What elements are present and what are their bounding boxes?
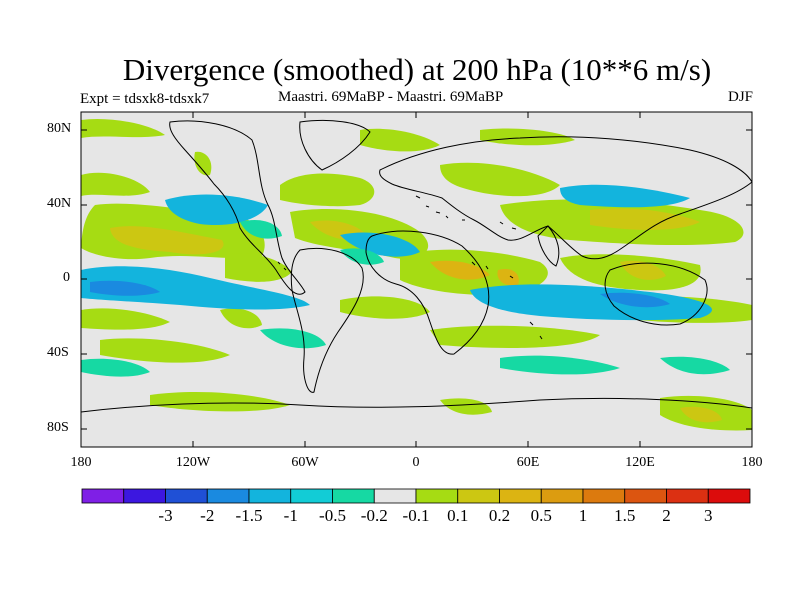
contour-fill [680, 406, 722, 423]
contour-fill [590, 208, 700, 230]
contour-fill [440, 398, 492, 415]
contour-fill [81, 308, 170, 330]
lat-label-80n: 80N [47, 121, 72, 136]
colorbar-box [373, 488, 417, 504]
colorbar-box [81, 488, 125, 504]
lon-label-60e: 60E [516, 455, 540, 470]
contour-fill [280, 173, 375, 207]
colorbar-box [165, 488, 208, 504]
coastline-islands [277, 195, 543, 340]
colorbar-label: 3 [704, 506, 713, 525]
divergence-contours [81, 118, 752, 431]
lat-label-80s: 80S [47, 420, 69, 435]
contour-fill [620, 260, 666, 280]
contour-fill [81, 358, 150, 377]
contour-fill [600, 292, 670, 308]
contour-fill [340, 296, 430, 319]
season-label: DJF [727, 89, 753, 105]
contour-fill [220, 308, 262, 329]
coastline-greenland [299, 119, 371, 171]
colorbar-label: -1.5 [235, 506, 263, 525]
lat-label-40s: 40S [47, 345, 69, 360]
contour-fill [480, 128, 575, 146]
contour-fill [340, 248, 384, 265]
contour-fill [500, 355, 620, 375]
colorbar-box [666, 488, 709, 504]
contour-fill [150, 391, 290, 412]
contour-fill [360, 128, 440, 152]
colorbar-label: -0.2 [360, 506, 388, 525]
contour-fill [470, 284, 712, 321]
colorbar-box [707, 488, 751, 504]
colorbar-label: 0.2 [488, 506, 511, 525]
colorbar-box [248, 488, 292, 504]
contour-fill [165, 194, 268, 226]
lon-label-120e: 120E [625, 455, 655, 470]
coastline-north-america [169, 120, 306, 295]
lon-label-0: 0 [412, 455, 420, 470]
contour-fill [81, 172, 150, 196]
contour-fill [81, 266, 310, 310]
axis-ticks [81, 112, 752, 447]
contour-fill [100, 338, 230, 363]
map-title: Divergence (smoothed) at 200 hPa (10**6 … [122, 52, 712, 87]
colorbar-box [206, 488, 250, 504]
colorbar-box [332, 488, 375, 504]
lat-label-40n: 40N [47, 196, 72, 211]
contour-fill [225, 253, 292, 282]
contour-fill [110, 226, 224, 255]
contour-fill [430, 325, 600, 348]
contour-fill [440, 162, 560, 197]
lat-label-equator: 0 [63, 270, 70, 285]
lon-label-180w: 180 [70, 455, 92, 470]
colorbar-label: -1 [283, 506, 298, 525]
contour-fill [260, 328, 326, 349]
colorbar-box [457, 488, 500, 504]
contour-fill [81, 118, 165, 138]
coastline-eurasia [379, 136, 752, 260]
coastline-india [537, 225, 560, 267]
contour-fill [194, 151, 212, 176]
colorbar-box [290, 488, 333, 504]
colorbar-label: 1 [578, 506, 588, 525]
coastline-australia [604, 262, 708, 326]
contour-fill [497, 268, 519, 286]
period-label: Maastri. 69MaBP - Maastri. 69MaBP [278, 89, 504, 105]
coastline-south-america [290, 247, 364, 393]
coastline-africa [365, 230, 490, 355]
lon-label-180e: 180 [741, 455, 763, 470]
colorbar-label: 2 [662, 506, 671, 525]
colorbar-box [582, 488, 626, 504]
colorbar-box [415, 488, 459, 504]
contour-fill [90, 280, 160, 296]
colorbar-label: -0.1 [402, 506, 430, 525]
contour-fill [430, 260, 490, 280]
contour-fill [660, 356, 730, 375]
colorbar-label: -3 [158, 506, 173, 525]
contour-fill [340, 232, 420, 257]
coastline-antarctica [81, 397, 752, 413]
lon-label-60w: 60W [291, 455, 319, 470]
colorbar-box [123, 488, 166, 504]
colorbar-label: 1.5 [614, 506, 636, 525]
colorbar-label: -2 [200, 506, 215, 525]
contour-fill [240, 219, 282, 239]
colorbar-label: 0.1 [447, 506, 469, 525]
coastlines [81, 119, 752, 413]
colorbar-box [540, 488, 584, 504]
colorbar-box [499, 488, 542, 504]
colorbar-label: 0.5 [530, 506, 552, 525]
contour-fill [560, 184, 690, 208]
lon-label-120w: 120W [175, 455, 211, 470]
experiment-label: Expt = tdsxk8-tdsxk7 [80, 91, 210, 107]
colorbar-box [624, 488, 667, 504]
colorbar-label: -0.5 [319, 506, 346, 525]
